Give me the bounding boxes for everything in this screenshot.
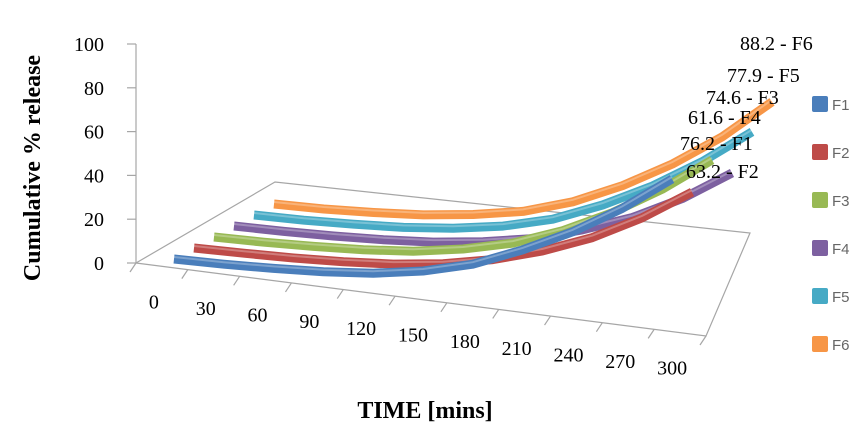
legend-label-f6: F6 [832,337,850,354]
x-tick-label: 300 [657,358,687,380]
legend-label-f3: F3 [832,193,850,210]
y-tick-label: 40 [84,165,104,187]
series-highlight-f6 [273,98,773,214]
data-label-f1: 76.2 - F1 [680,133,753,155]
y-tick-label: 0 [94,253,104,275]
legend-swatch-f2 [812,144,828,160]
y-tick-label: 80 [84,78,104,100]
x-tick-label: 60 [248,305,268,327]
x-tick-mark [492,309,500,319]
x-tick-mark [336,289,344,299]
x-tick-mark [181,269,189,279]
x-tick-mark [233,275,241,286]
x-tick-label: 90 [299,311,319,333]
legend-label-f4: F4 [832,241,850,258]
x-tick-label: 240 [553,344,583,366]
x-tick-mark [388,295,396,306]
data-label-f6: 88.2 - F6 [740,33,813,55]
x-tick-label: 150 [398,325,428,347]
data-label-f4: 61.6 - F4 [688,107,761,129]
data-label-f5: 77.9 - F5 [727,65,800,87]
x-tick-label: 210 [502,338,532,360]
x-tick-mark [699,335,707,346]
x-axis-title: TIME [mins] [357,398,492,423]
series-highlight-f4 [233,170,733,242]
legend-label-f2: F2 [832,145,850,162]
x-tick-label: 180 [450,331,480,353]
legend-swatch-f5 [812,288,828,304]
series-line-f2 [193,188,695,269]
y-tick-label: 60 [84,122,104,144]
data-label-f2: 63.2 - F2 [686,161,759,183]
y-axis-ticks: 0 20 40 60 80 100 [74,34,136,275]
series-highlight-f2 [193,189,693,264]
x-tick-mark [647,329,655,339]
data-label-f3: 74.6 - F3 [706,87,779,109]
y-tick-label: 20 [84,209,104,231]
series-layer [173,98,775,278]
x-tick-mark [129,262,137,273]
x-tick-label: 30 [196,298,216,320]
legend-label-f1: F1 [832,97,850,114]
x-tick-mark [440,302,448,313]
series-line-f6 [273,98,775,220]
legend-swatch-f4 [812,240,828,256]
legend-swatch-f3 [812,192,828,208]
y-axis-title: Cumulative % release [20,55,46,282]
series-line-f1 [173,175,675,278]
legend-label-f5: F5 [832,289,850,306]
x-tick-label: 120 [346,318,376,340]
series-highlight-f1 [173,176,673,273]
x-tick-label: 270 [605,351,635,373]
legend-swatch-f1 [812,96,828,112]
x-tick-mark [595,322,603,333]
x-axis-ticks: 0 30 60 90 120 150 180 210 240 270 300 [129,262,707,380]
y-tick-label: 100 [74,34,104,56]
x-tick-label: 0 [149,291,159,313]
legend-swatch-f6 [812,336,828,352]
legend: F1 F2 F3 F4 F5 F6 [812,96,850,354]
x-tick-mark [544,315,552,326]
plot-floor [134,181,751,337]
x-tick-mark [284,282,292,293]
